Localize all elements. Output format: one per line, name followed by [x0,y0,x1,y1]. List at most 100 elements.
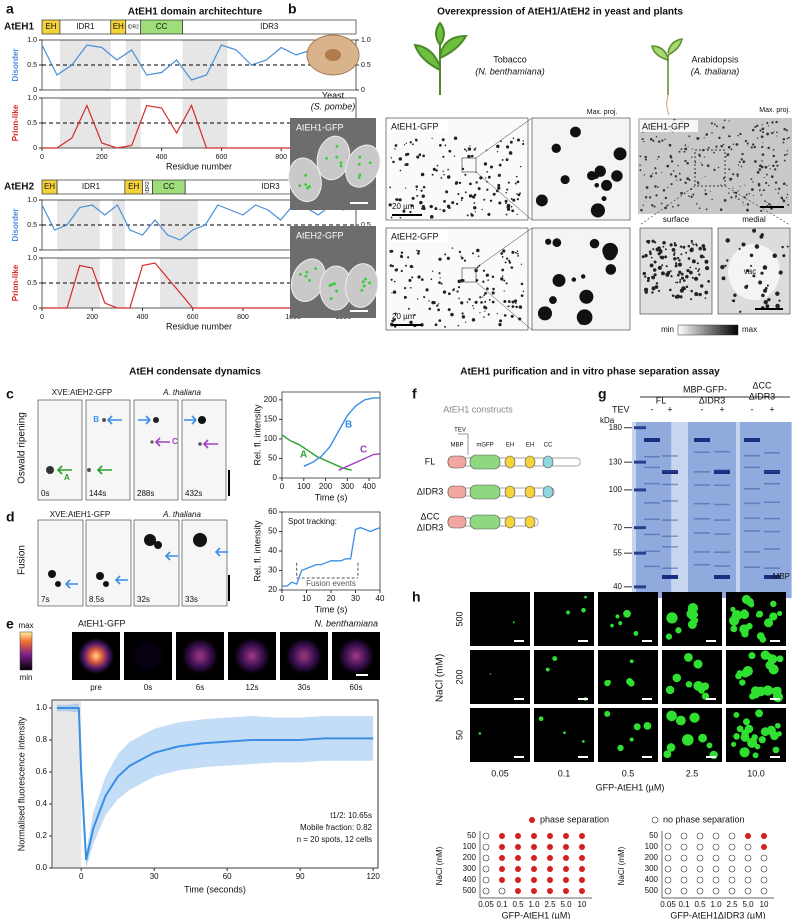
phase-dot [482,854,490,862]
label: 0.5 [512,900,524,909]
label: - [701,404,704,414]
x-tick-label: 0 [280,482,285,491]
condensate [434,207,438,211]
phase-dot [531,877,537,883]
droplet [776,655,784,663]
label: min [20,673,33,682]
condensate [696,137,699,140]
condensate [759,164,762,168]
bleach-spot [234,638,270,674]
condensate [704,297,707,300]
condensate [431,300,435,305]
condensate [690,195,693,198]
condensate [689,266,692,269]
condensate [662,189,666,192]
label: 60s [350,683,363,692]
condensate [691,156,693,158]
condensate [441,138,445,142]
phase-dot [563,844,569,850]
phase-dot [745,833,751,839]
label: g [598,386,607,402]
condensate [357,176,361,179]
y-tick-label: 0.5 [361,62,371,69]
condensate [762,131,764,134]
label: AtEH1 constructs [443,404,513,414]
condensate [405,153,408,156]
condensate [722,143,725,146]
label: pre [90,683,102,692]
condensate [656,158,658,160]
arrow [114,575,128,585]
y-tick-label: 1.0 [27,95,37,102]
condensate [391,292,393,294]
condensate [450,312,454,317]
condensate [763,176,765,179]
phase-dot [579,866,585,872]
condensate [448,149,452,153]
yeast-icon [325,49,341,61]
y-tick-label: 1.0 [27,37,37,44]
condensate [639,164,641,166]
phase-dot [696,854,704,862]
condensate [679,288,684,293]
condensate [688,195,690,197]
condensate [416,194,419,197]
condensate [501,256,504,258]
droplet [672,673,682,683]
condensate [664,196,668,200]
condensate [435,169,438,171]
spot [198,416,206,424]
label: medial [742,215,766,224]
condensate [492,287,495,291]
droplet [552,656,558,662]
ladder-band [634,460,646,464]
label: a [6,1,14,17]
condensate [477,187,481,191]
condensate [641,255,645,259]
condensate [786,197,788,199]
label: 288s [137,489,154,498]
condensate [644,196,648,199]
droplet [538,716,544,722]
condensate [442,170,444,172]
condensate [497,183,501,187]
label: 10.0 [747,768,765,778]
domain-label: IDR1 [76,22,95,31]
legend-swatch [651,816,659,824]
micrograph [639,227,713,315]
condensate [644,275,647,278]
condensate [390,157,393,159]
phase-dot [712,876,720,884]
condensate [457,286,461,289]
condensate [685,274,689,279]
phase-dot [728,876,736,884]
condensate [761,123,763,126]
condensate [781,245,784,249]
colorbar [677,324,739,336]
label: AtEH1-GFP [78,618,126,628]
label: 50 [649,831,658,840]
droplet [764,618,774,628]
bleach-spot [286,638,322,674]
condensate [758,280,763,285]
condensate [754,244,760,249]
condensate [507,305,510,308]
condensate [700,162,702,164]
label: AtEH1-GFP [642,121,690,131]
droplet [692,611,699,618]
condensate [752,228,757,233]
scale-bar [392,214,422,216]
label: Mobile fraction: 0.82 [300,823,373,832]
condensate [421,194,425,198]
droplet [741,669,750,678]
condensate [679,245,683,248]
label: EH [506,443,514,449]
condensate [389,186,392,189]
condensate [690,289,693,293]
condensate [439,208,441,211]
condensate [729,180,731,182]
band [714,450,730,453]
droplet [755,709,763,718]
condensate [418,153,422,156]
y-tick-label: 1.0 [27,197,37,204]
